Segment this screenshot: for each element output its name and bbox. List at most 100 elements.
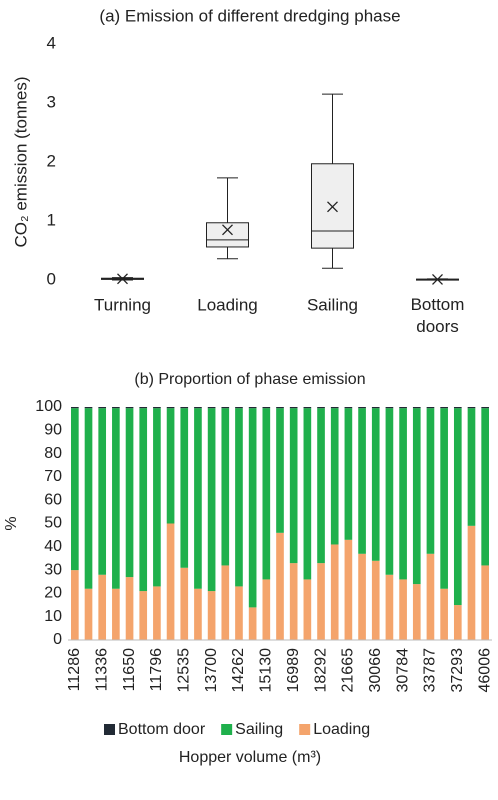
- legend: Bottom door Sailing Loading: [104, 721, 370, 738]
- bar-segment: [467, 525, 476, 640]
- bar-segment: [289, 408, 298, 564]
- y-tick-label: 4: [47, 33, 56, 52]
- bar-segment: [112, 588, 120, 640]
- bar-segment: [125, 407, 134, 409]
- bar-segment: [166, 408, 175, 524]
- bar-segment: [166, 407, 175, 409]
- bar-segment: [344, 408, 353, 540]
- bar-segment: [248, 407, 257, 409]
- bar-segment: [125, 577, 134, 640]
- bar-segment: [262, 579, 271, 640]
- bar-segment: [371, 408, 380, 561]
- bar-segment: [139, 407, 148, 409]
- bar-segment: [317, 408, 325, 564]
- bar-segment: [84, 408, 93, 589]
- bar-segment: [262, 407, 271, 409]
- bar-segment: [385, 574, 394, 640]
- bar-segment: [112, 408, 120, 589]
- bar-segment: [344, 407, 353, 409]
- bar-segment: [84, 407, 93, 409]
- bar-segment: [385, 407, 394, 409]
- x-tick-label: 11796: [148, 648, 165, 691]
- bar-segment: [330, 408, 339, 545]
- y-tick-label: 0: [47, 269, 56, 288]
- bar-segment: [303, 407, 312, 409]
- bar-segment: [412, 408, 421, 585]
- bar-segment: [481, 407, 489, 409]
- y-tick-label: 80: [44, 445, 62, 462]
- chart-title: (a) Emission of different dredging phase: [99, 6, 400, 25]
- bar-segment: [412, 407, 421, 409]
- mean-marker: [327, 201, 338, 213]
- bar-segment: [194, 407, 202, 409]
- legend-label: Bottom door: [118, 721, 206, 738]
- bar-segment: [358, 407, 366, 409]
- y-tick-label: 30: [44, 561, 62, 578]
- bar-segment: [303, 579, 312, 640]
- bar-segment: [303, 408, 312, 580]
- bar-segment: [289, 407, 298, 409]
- x-tick-label: 16989: [285, 648, 302, 693]
- mean-marker: [117, 273, 128, 285]
- y-tick-label: 2: [47, 151, 56, 170]
- bar-segment: [453, 408, 462, 606]
- bar-segment: [330, 407, 339, 409]
- bar-segment: [399, 579, 407, 640]
- bar-segment: [440, 588, 448, 640]
- y-tick-label: 40: [44, 538, 62, 555]
- bar-segment: [330, 544, 339, 640]
- bar-segment: [180, 567, 189, 640]
- bar-segment: [207, 408, 216, 592]
- x-tick-label: Sailing: [307, 295, 358, 314]
- mean-marker: [222, 224, 233, 236]
- x-tick-label: 12535: [175, 648, 192, 693]
- mean-marker: [432, 273, 443, 285]
- bar-segment: [358, 408, 366, 554]
- bar-segment: [71, 407, 79, 409]
- x-tick-label: 11286: [66, 648, 83, 691]
- bar-segment: [194, 408, 202, 589]
- chart: (a) Emission of different dredging phase…: [11, 6, 464, 336]
- bar-segment: [139, 591, 148, 640]
- bar-segment: [139, 408, 148, 592]
- x-tick-label: 11650: [121, 648, 138, 691]
- x-tick-label: Loading: [197, 295, 258, 314]
- x-tick-label: 14262: [230, 648, 247, 693]
- bar-segment: [453, 605, 462, 640]
- y-tick-label: 3: [47, 92, 56, 111]
- bar-segment: [235, 586, 243, 640]
- x-tick-label: Bottom doors: [411, 295, 465, 336]
- bar-segment: [71, 570, 79, 640]
- legend-swatch: [299, 724, 311, 735]
- x-tick-label: 13700: [203, 648, 220, 693]
- bar-segment: [221, 565, 230, 640]
- bar-segment: [358, 553, 366, 640]
- x-tick-label: 18292: [312, 648, 329, 693]
- x-tick-label: 30066: [367, 648, 384, 693]
- x-tick-label: 37293: [449, 648, 466, 693]
- chart-title: (b) Proportion of phase emission: [134, 371, 365, 388]
- bar-segment: [481, 408, 489, 566]
- y-axis-label: %: [3, 516, 20, 530]
- bar-segment: [166, 523, 175, 640]
- bar-segment: [467, 407, 476, 409]
- bar-segment: [317, 563, 325, 640]
- box: [206, 222, 249, 248]
- bar-segment: [112, 407, 120, 409]
- legend-swatch: [104, 724, 115, 735]
- x-tick-label: 33787: [422, 648, 439, 693]
- legend-label: Loading: [313, 721, 370, 738]
- bar-segment: [426, 407, 435, 409]
- bar-segment: [248, 607, 257, 640]
- bar-segment: [84, 588, 93, 640]
- bar-segment: [467, 408, 476, 526]
- bar-segment: [481, 565, 489, 640]
- bar-segment: [371, 407, 380, 409]
- y-tick-label: 10: [44, 608, 62, 625]
- bar-segment: [153, 408, 161, 587]
- bar-segment: [98, 407, 107, 409]
- bar-segment: [440, 407, 448, 409]
- bar-segment: [426, 553, 435, 640]
- bar-segment: [276, 408, 284, 533]
